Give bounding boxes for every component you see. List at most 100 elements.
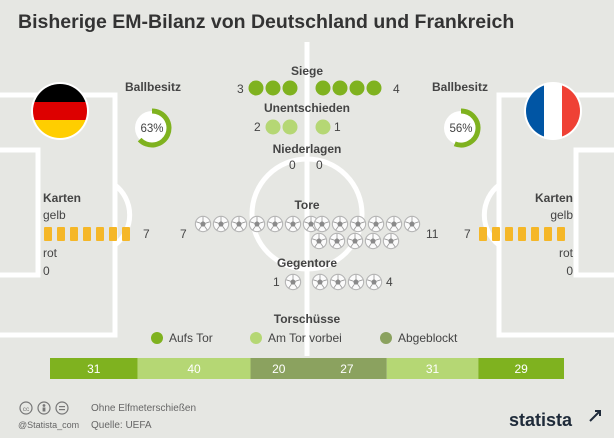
possession-label-right: Ballbesitz — [432, 80, 488, 94]
possession-gauge-right — [444, 108, 481, 148]
siege-dot-left — [282, 80, 298, 96]
gegentore-ball-right — [365, 273, 383, 291]
gegentore-value-right: 4 — [386, 275, 393, 289]
siege-value-left: 3 — [237, 82, 244, 96]
yellow-count-right: 7 — [464, 227, 471, 241]
gegentore-ball-right — [311, 273, 329, 291]
legend-swatch-abgeblockt — [380, 332, 392, 344]
tore-ball-right — [385, 215, 403, 233]
shots-value-left-aufs-tor: 31 — [87, 362, 101, 376]
statista-logo: statista — [509, 410, 573, 430]
unentschieden-dot-left — [265, 119, 281, 135]
gegentore-ball-right — [329, 273, 347, 291]
shots-value-right-abgeblockt: 27 — [340, 362, 354, 376]
tore-ball-right — [331, 215, 349, 233]
tore-label: Tore — [294, 198, 319, 212]
germany-flag — [31, 82, 89, 140]
yellow-card-left — [57, 227, 65, 241]
shots-segment-right-abgeblockt — [307, 358, 387, 379]
tore-ball-right — [382, 232, 400, 250]
yellow-card-left — [44, 227, 52, 241]
red-count-right: 0 — [566, 264, 573, 278]
legend-label-am-tor-vorbei: Am Tor vorbei — [268, 331, 342, 345]
gegentore-label: Gegentore — [277, 256, 337, 270]
yellow-card-right — [479, 227, 487, 241]
siege-label: Siege — [291, 64, 323, 78]
yellow-card-right — [492, 227, 500, 241]
unentschieden-label: Unentschieden — [264, 101, 350, 115]
gegentore-value-left: 1 — [273, 275, 280, 289]
possession-value-right: 56% — [449, 123, 472, 135]
shots-segment-right-aufs-tor — [478, 358, 564, 379]
shots-value-right-aufs-tor: 29 — [514, 362, 528, 376]
nd-icon — [55, 401, 69, 415]
pitch-lines — [0, 42, 614, 356]
siege-value-right: 4 — [393, 82, 400, 96]
gegentore-ball-left — [284, 273, 302, 291]
tore-ball-left — [284, 215, 302, 233]
yellow-card-right — [505, 227, 513, 241]
yellow-count-left: 7 — [143, 227, 150, 241]
statista-handle: @Statista_com — [18, 420, 79, 430]
shots-segment-right-am-tor-vorbei — [386, 358, 479, 379]
yellow-card-left — [122, 227, 130, 241]
legend-label-abgeblockt: Abgeblockt — [398, 331, 458, 345]
tore-ball-right — [367, 215, 385, 233]
yellow-card-right — [531, 227, 539, 241]
statista-logo-icon — [589, 410, 601, 422]
unentschieden-value-right: 1 — [334, 120, 341, 134]
yellow-card-left — [70, 227, 78, 241]
legend-label-aufs-tor: Aufs Tor — [169, 331, 213, 345]
siege-dot-right — [332, 80, 348, 96]
niederlagen-value-left: 0 — [289, 158, 296, 172]
shots-value-left-am-tor-vorbei: 40 — [187, 362, 201, 376]
shots-segment-left-abgeblockt — [250, 358, 307, 379]
niederlagen-value-right: 0 — [316, 158, 323, 172]
tore-ball-right — [346, 232, 364, 250]
red-label-right: rot — [559, 246, 574, 260]
legend-swatch-am-tor-vorbei — [250, 332, 262, 344]
shots-value-right-am-tor-vorbei: 31 — [426, 362, 440, 376]
unentschieden-dot-right — [315, 119, 331, 135]
tore-value-right: 11 — [426, 227, 439, 241]
red-count-left: 0 — [43, 264, 50, 278]
legend-swatch-aufs-tor — [151, 332, 163, 344]
yellow-label-left: gelb — [43, 208, 66, 222]
possession-gauge-left — [135, 108, 172, 148]
chart-marks — [44, 80, 565, 291]
yellow-card-left — [96, 227, 104, 241]
tore-ball-left — [212, 215, 230, 233]
shots-legend: Aufs Tor Am Tor vorbei Abgeblockt — [151, 331, 458, 345]
license-icons: cc — [19, 401, 69, 415]
tore-ball-left — [230, 215, 248, 233]
chart-title: Bisherige EM-Bilanz von Deutschland und … — [18, 11, 514, 33]
possession-value-left: 63% — [140, 123, 163, 135]
cards-label-right: Karten — [535, 191, 573, 205]
cards-label-left: Karten — [43, 191, 81, 205]
tore-value-left: 7 — [180, 227, 187, 241]
yellow-label-right: gelb — [550, 208, 573, 222]
tore-ball-right — [328, 232, 346, 250]
yellow-card-right — [557, 227, 565, 241]
tore-ball-right — [313, 215, 331, 233]
footnote: Ohne Elfmeterschießen — [91, 403, 196, 414]
tore-ball-right — [349, 215, 367, 233]
siege-dot-right — [349, 80, 365, 96]
yellow-card-right — [518, 227, 526, 241]
tore-ball-right — [310, 232, 328, 250]
tore-ball-left — [266, 215, 284, 233]
shots-segment-left-aufs-tor — [50, 358, 138, 379]
tore-ball-right — [403, 215, 421, 233]
tore-ball-left — [194, 215, 212, 233]
siege-dot-right — [315, 80, 331, 96]
yellow-card-right — [544, 227, 552, 241]
siege-dot-left — [265, 80, 281, 96]
yellow-card-left — [83, 227, 91, 241]
possession-label-left: Ballbesitz — [125, 80, 181, 94]
siege-dot-right — [366, 80, 382, 96]
gegentore-ball-right — [347, 273, 365, 291]
torschuesse-label: Torschüsse — [274, 312, 341, 326]
shots-bar: 31 40 20 27 31 29 — [50, 358, 564, 379]
